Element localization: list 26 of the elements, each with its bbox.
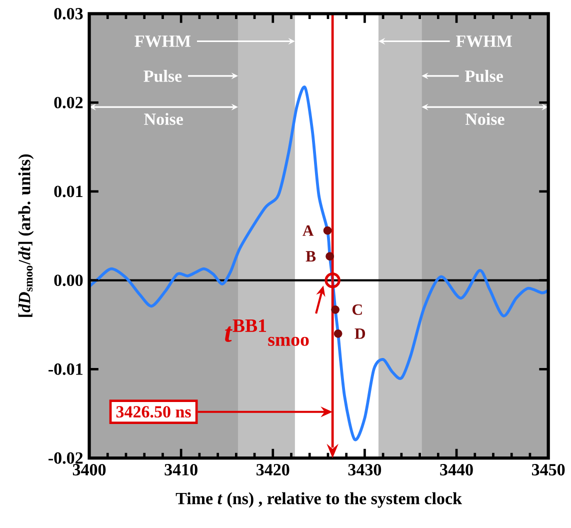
band-label: FWHM	[456, 36, 512, 48]
annotation: B	[306, 251, 316, 262]
x-tick-label: 3400	[72, 464, 106, 476]
y-tick-label: 0.02	[54, 96, 83, 109]
band-label: Noise	[144, 113, 184, 126]
y-tick-label: -0.01	[48, 364, 82, 376]
annotation: C	[352, 304, 362, 316]
band-label: Noise	[465, 113, 504, 126]
x-tick-label: 3440	[440, 464, 473, 476]
x-tick-label: 3410	[164, 464, 198, 476]
x-tick-label: 3430	[348, 464, 382, 476]
text: FWHM	[134, 36, 191, 48]
annotation: A	[302, 226, 314, 236]
y-tick-label: 0.00	[54, 274, 83, 286]
band-label: Pulse	[464, 70, 503, 82]
x-tick-label: 3420	[256, 464, 290, 476]
text: Pulse	[144, 70, 182, 82]
annotation: t$^{BB1}$smoo	[225, 320, 309, 346]
y-axis-title: [dD$_{smoo}$/dt] (arb. units)	[18, 154, 34, 318]
y-tick-label: 0.03	[54, 8, 83, 20]
x-axis-title: Time t (ns) , relative to the system clock	[176, 492, 462, 508]
annotation: D	[354, 328, 366, 339]
y-tick-label: -0.02	[48, 452, 83, 464]
y-tick-label: 0.01	[54, 186, 82, 198]
ref-line-label: 3426.50 ns	[116, 406, 191, 418]
x-tick-label: 3450	[532, 464, 565, 476]
